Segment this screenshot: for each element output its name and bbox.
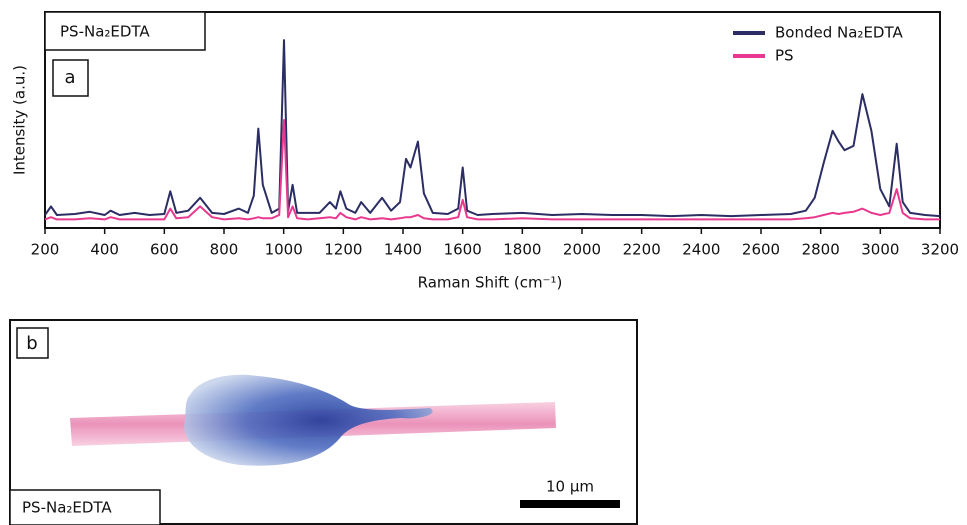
panel-label: b bbox=[26, 333, 37, 354]
legend-label: Bonded Na₂EDTA bbox=[775, 24, 903, 42]
scale-bar bbox=[520, 500, 620, 508]
scale-bar-label: 10 µm bbox=[546, 478, 594, 496]
x-tick-label: 1200 bbox=[324, 241, 362, 259]
sample-label: PS-Na₂EDTA bbox=[22, 499, 112, 517]
x-tick-label: 1400 bbox=[384, 241, 422, 259]
panel-box bbox=[52, 59, 89, 97]
image-frame bbox=[9, 319, 638, 525]
sample-box bbox=[9, 489, 161, 525]
image-panel: b PS-Na₂EDTA 10 µm bbox=[9, 319, 638, 525]
x-axis-label: Raman Shift (cm⁻¹) bbox=[418, 274, 563, 292]
panel-box bbox=[16, 327, 49, 359]
sample-label: PS-Na₂EDTA bbox=[60, 23, 150, 41]
x-tick-label: 800 bbox=[210, 241, 239, 259]
sample-box bbox=[44, 11, 206, 51]
x-tick-label: 2000 bbox=[563, 241, 601, 259]
cell-blob bbox=[184, 374, 433, 466]
x-tick-label: 400 bbox=[90, 241, 119, 259]
x-tick-label: 1600 bbox=[444, 241, 482, 259]
panel-label: a bbox=[64, 67, 75, 88]
x-tick-label: 2400 bbox=[682, 241, 720, 259]
x-tick-label: 200 bbox=[31, 241, 60, 259]
x-tick-label: 1800 bbox=[503, 241, 541, 259]
series-line bbox=[44, 119, 940, 221]
x-tick-label: 600 bbox=[150, 241, 179, 259]
x-tick-label: 3200 bbox=[921, 241, 959, 259]
legend-label: PS bbox=[775, 47, 794, 65]
plot-frame bbox=[44, 11, 941, 229]
x-tick-label: 2800 bbox=[802, 241, 840, 259]
x-tick-label: 2600 bbox=[742, 241, 780, 259]
x-tick-label: 2200 bbox=[623, 241, 661, 259]
series-line bbox=[44, 39, 941, 218]
x-tick-label: 3000 bbox=[861, 241, 899, 259]
y-axis-label: Intensity (a.u.) bbox=[11, 65, 29, 175]
x-tick-label: 1000 bbox=[265, 241, 303, 259]
